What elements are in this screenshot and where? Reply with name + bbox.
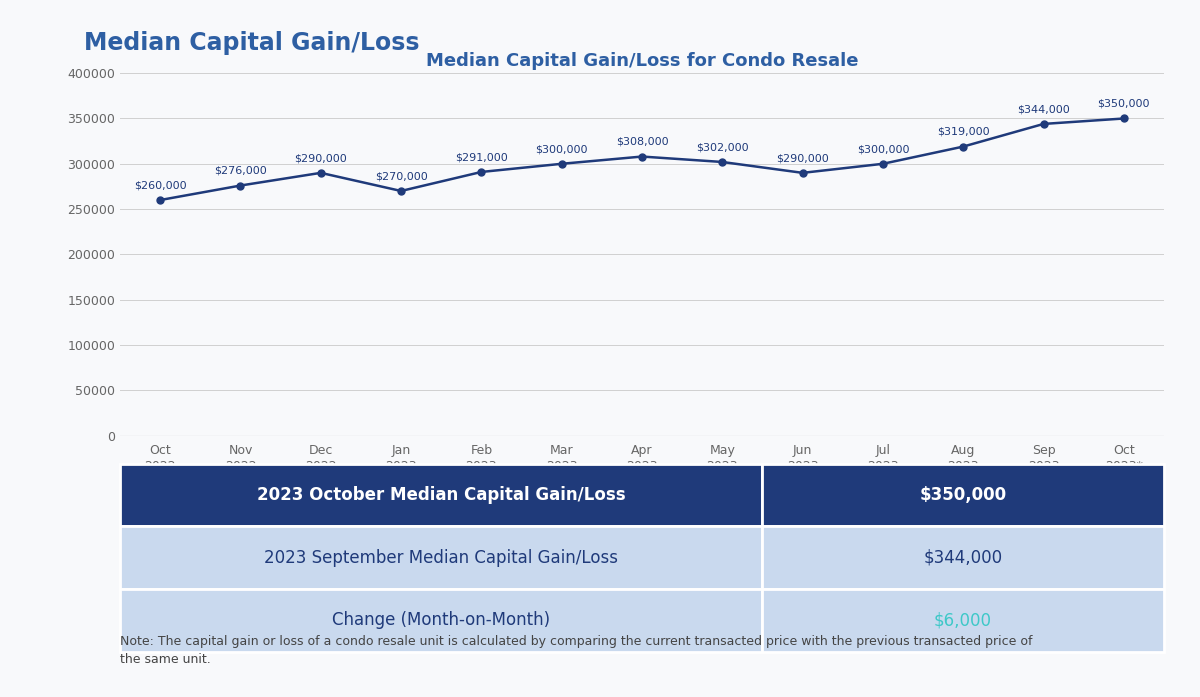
Text: $302,000: $302,000 <box>696 142 749 152</box>
FancyBboxPatch shape <box>120 526 762 589</box>
Text: Median Capital Gain/Loss for Condo Resale: Median Capital Gain/Loss for Condo Resal… <box>426 52 858 70</box>
FancyBboxPatch shape <box>762 589 1164 652</box>
Text: Note: The capital gain or loss of a condo resale unit is calculated by comparing: Note: The capital gain or loss of a cond… <box>120 635 1032 666</box>
FancyBboxPatch shape <box>120 464 762 526</box>
Text: $350,000: $350,000 <box>919 486 1007 504</box>
Text: $308,000: $308,000 <box>616 137 668 147</box>
Text: Median Capital Gain/Loss: Median Capital Gain/Loss <box>84 31 420 55</box>
Text: $300,000: $300,000 <box>535 144 588 154</box>
Text: $6,000: $6,000 <box>934 611 992 629</box>
Text: $319,000: $319,000 <box>937 127 990 137</box>
Text: $291,000: $291,000 <box>455 152 508 162</box>
Text: $260,000: $260,000 <box>134 181 186 190</box>
FancyBboxPatch shape <box>762 464 1164 526</box>
Text: 2023 September Median Capital Gain/Loss: 2023 September Median Capital Gain/Loss <box>264 549 618 567</box>
FancyBboxPatch shape <box>120 589 762 652</box>
Text: $300,000: $300,000 <box>857 144 910 154</box>
Text: Change (Month-on-Month): Change (Month-on-Month) <box>332 611 550 629</box>
Text: $290,000: $290,000 <box>776 153 829 163</box>
FancyBboxPatch shape <box>762 526 1164 589</box>
Text: $350,000: $350,000 <box>1098 99 1150 109</box>
Text: 2023 October Median Capital Gain/Loss: 2023 October Median Capital Gain/Loss <box>257 486 625 504</box>
Text: $290,000: $290,000 <box>294 153 347 163</box>
Text: $344,000: $344,000 <box>1018 105 1070 114</box>
Text: $276,000: $276,000 <box>214 166 266 176</box>
Text: $344,000: $344,000 <box>924 549 1002 567</box>
Text: $270,000: $270,000 <box>374 171 427 181</box>
